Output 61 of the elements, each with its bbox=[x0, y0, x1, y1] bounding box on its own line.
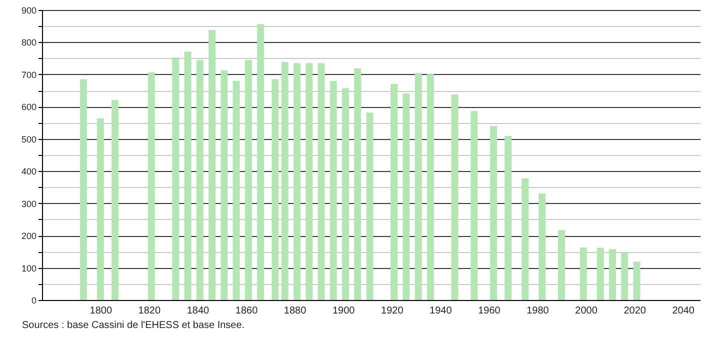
bar bbox=[608, 249, 616, 300]
bar bbox=[451, 94, 458, 300]
bar bbox=[318, 63, 325, 300]
x-tick-label: 1900 bbox=[332, 306, 356, 316]
bar bbox=[390, 84, 398, 300]
y-tick-label: 100 bbox=[21, 263, 36, 274]
y-tick-label: 0 bbox=[31, 296, 36, 306]
x-tick-label: 2020 bbox=[624, 306, 646, 316]
bar bbox=[621, 252, 628, 300]
bar bbox=[402, 93, 410, 300]
bar bbox=[504, 136, 512, 300]
x-tick-label: 1880 bbox=[284, 306, 307, 316]
bar bbox=[111, 100, 118, 300]
bar bbox=[220, 70, 228, 300]
y-tick-label: 900 bbox=[21, 6, 36, 16]
x-tick-label: 1840 bbox=[186, 306, 210, 316]
x-tick-label: 1980 bbox=[526, 306, 550, 316]
bar bbox=[538, 193, 546, 300]
bar bbox=[596, 248, 604, 300]
x-tick-label: 1960 bbox=[478, 306, 501, 316]
bar bbox=[244, 60, 252, 300]
bar bbox=[426, 74, 434, 300]
bar bbox=[342, 88, 350, 300]
x-tick-label: 1800 bbox=[90, 306, 112, 316]
bar bbox=[208, 30, 216, 300]
y-tick-label: 400 bbox=[21, 166, 36, 177]
y-tick-label: 700 bbox=[21, 70, 36, 80]
bar bbox=[257, 24, 264, 300]
bar bbox=[293, 63, 300, 300]
bar bbox=[580, 247, 587, 300]
x-tick-label: 2040 bbox=[672, 306, 695, 316]
x-tick-label: 2000 bbox=[575, 306, 598, 316]
bar bbox=[366, 112, 374, 300]
bar bbox=[272, 79, 279, 300]
bar bbox=[281, 62, 288, 300]
bar bbox=[470, 111, 478, 300]
x-tick-label: 1940 bbox=[430, 306, 452, 316]
bar bbox=[148, 72, 155, 300]
y-tick-label: 600 bbox=[21, 102, 36, 112]
y-tick-label: 200 bbox=[21, 231, 36, 242]
y-tick-label: 300 bbox=[21, 198, 36, 209]
y-tick-label: 500 bbox=[21, 134, 36, 144]
x-tick-label: 1860 bbox=[235, 306, 258, 316]
bar bbox=[96, 118, 104, 300]
bar bbox=[196, 60, 204, 300]
y-tick-label: 800 bbox=[21, 38, 36, 48]
bar bbox=[306, 63, 313, 300]
x-tick-label: 1820 bbox=[138, 306, 161, 316]
bar bbox=[558, 230, 566, 300]
bar bbox=[490, 126, 498, 300]
bar bbox=[184, 52, 192, 300]
bar bbox=[172, 57, 180, 300]
bar bbox=[522, 178, 529, 300]
bar bbox=[80, 79, 87, 300]
x-tick-label: 1920 bbox=[381, 306, 404, 316]
bar bbox=[232, 80, 240, 300]
source-note: Sources : base Cassini de l'EHESS et base Insee. bbox=[22, 320, 245, 331]
bar bbox=[633, 262, 640, 300]
bar bbox=[414, 72, 422, 300]
bar bbox=[354, 68, 362, 300]
bar bbox=[330, 80, 337, 300]
